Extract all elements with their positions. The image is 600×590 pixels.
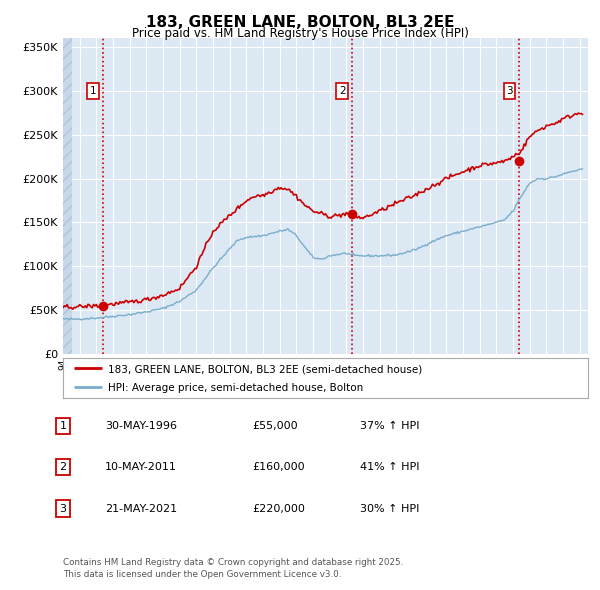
Text: 21-MAY-2021: 21-MAY-2021 <box>105 504 177 513</box>
Text: 37% ↑ HPI: 37% ↑ HPI <box>360 421 419 431</box>
Text: 183, GREEN LANE, BOLTON, BL3 2EE: 183, GREEN LANE, BOLTON, BL3 2EE <box>146 15 454 30</box>
Text: HPI: Average price, semi-detached house, Bolton: HPI: Average price, semi-detached house,… <box>107 384 363 393</box>
Text: 30% ↑ HPI: 30% ↑ HPI <box>360 504 419 513</box>
Text: £220,000: £220,000 <box>252 504 305 513</box>
Text: 3: 3 <box>506 86 513 96</box>
Text: 2: 2 <box>59 463 67 472</box>
Text: £160,000: £160,000 <box>252 463 305 472</box>
Text: 41% ↑ HPI: 41% ↑ HPI <box>360 463 419 472</box>
Text: Contains HM Land Registry data © Crown copyright and database right 2025.
This d: Contains HM Land Registry data © Crown c… <box>63 558 403 579</box>
Text: 3: 3 <box>59 504 67 513</box>
Text: 30-MAY-1996: 30-MAY-1996 <box>105 421 177 431</box>
Text: 183, GREEN LANE, BOLTON, BL3 2EE (semi-detached house): 183, GREEN LANE, BOLTON, BL3 2EE (semi-d… <box>107 365 422 375</box>
Text: 10-MAY-2011: 10-MAY-2011 <box>105 463 177 472</box>
Text: 1: 1 <box>59 421 67 431</box>
Text: 2: 2 <box>339 86 346 96</box>
Text: Price paid vs. HM Land Registry's House Price Index (HPI): Price paid vs. HM Land Registry's House … <box>131 27 469 40</box>
Text: 1: 1 <box>90 86 97 96</box>
Text: £55,000: £55,000 <box>252 421 298 431</box>
Bar <box>63 38 72 354</box>
